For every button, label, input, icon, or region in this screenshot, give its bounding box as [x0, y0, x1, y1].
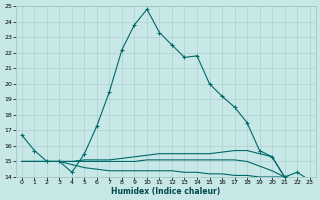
X-axis label: Humidex (Indice chaleur): Humidex (Indice chaleur) [111, 187, 220, 196]
